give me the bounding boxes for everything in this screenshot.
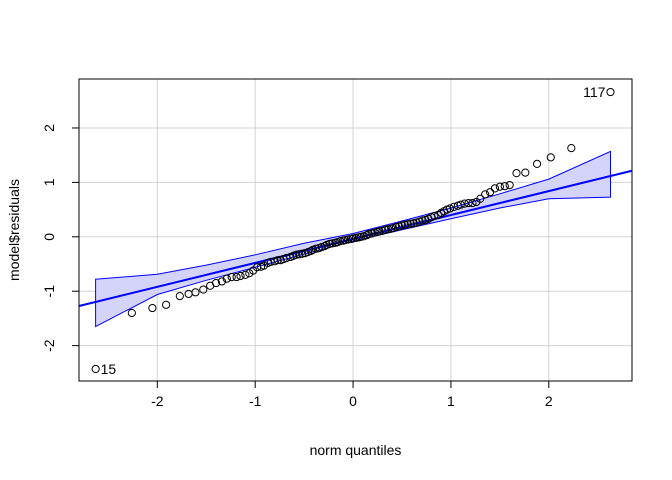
data-point [217, 277, 226, 286]
data-point [362, 231, 371, 240]
data-point [403, 220, 412, 229]
x-tick-label: 2 [545, 393, 553, 409]
data-point [392, 222, 401, 232]
data-point [375, 227, 384, 236]
y-tick-label: 2 [41, 124, 57, 132]
data-point [460, 199, 469, 208]
data-point [328, 239, 337, 248]
y-tick-label: 1 [41, 178, 57, 186]
x-tick-label: 0 [349, 393, 357, 409]
y-tick-label: 0 [41, 233, 57, 241]
data-point [341, 235, 350, 245]
data-point [236, 271, 245, 281]
data-point [175, 292, 184, 301]
data-point [199, 285, 208, 294]
data-point [532, 159, 542, 168]
data-point [464, 198, 473, 208]
data-point [606, 87, 615, 97]
data-point [397, 221, 407, 230]
data-points [91, 87, 615, 374]
y-tick-label: -2 [41, 339, 57, 352]
data-point [521, 168, 530, 177]
x-tick-label: -2 [151, 393, 164, 409]
data-point [295, 250, 304, 259]
data-point [546, 153, 555, 162]
data-point [222, 274, 231, 283]
data-point [476, 194, 485, 203]
data-point [232, 272, 241, 282]
data-point [505, 181, 514, 190]
data-point [567, 144, 576, 153]
data-point [348, 234, 358, 243]
data-point [370, 228, 379, 237]
data-point [344, 235, 353, 244]
data-point [127, 308, 136, 318]
data-point [273, 256, 282, 265]
point-label: 15 [101, 361, 117, 377]
data-point [306, 246, 316, 256]
data-point [311, 244, 320, 253]
data-point [292, 250, 301, 259]
y-tick-label: -1 [41, 285, 57, 298]
data-point [191, 288, 200, 297]
data-point [409, 219, 418, 228]
data-point [364, 229, 373, 239]
data-point [512, 169, 521, 178]
data-point [406, 219, 415, 228]
data-point [418, 216, 427, 225]
data-point [495, 182, 504, 191]
data-point [351, 233, 361, 242]
data-point [468, 198, 477, 208]
data-point [325, 239, 334, 248]
point-labels: 117 15 [101, 84, 606, 377]
data-point [148, 303, 157, 313]
y-axis-title: model$residuals [6, 179, 22, 281]
grid [79, 79, 632, 381]
data-point [320, 241, 329, 251]
data-point [384, 225, 393, 234]
plot-frame [78, 78, 633, 382]
data-point [336, 237, 345, 246]
data-point [211, 278, 221, 288]
x-tick-label: -1 [249, 393, 262, 409]
data-point [400, 220, 410, 229]
data-point [481, 190, 490, 199]
axes: -2 -1 0 1 2 -2 -1 0 1 2 [41, 124, 553, 409]
point-label: 117 [583, 84, 606, 100]
data-point [490, 184, 500, 193]
data-point [430, 212, 439, 221]
data-point [298, 249, 307, 258]
data-point [227, 272, 236, 282]
data-point [456, 200, 465, 209]
data-point [241, 270, 250, 279]
data-point [381, 225, 390, 234]
data-point [500, 182, 509, 191]
data-point [356, 232, 365, 241]
data-point [445, 204, 455, 213]
x-tick-label: 1 [447, 393, 455, 409]
x-axis-title: norm quantiles [310, 442, 402, 458]
data-point [162, 300, 171, 309]
data-point [91, 364, 100, 374]
